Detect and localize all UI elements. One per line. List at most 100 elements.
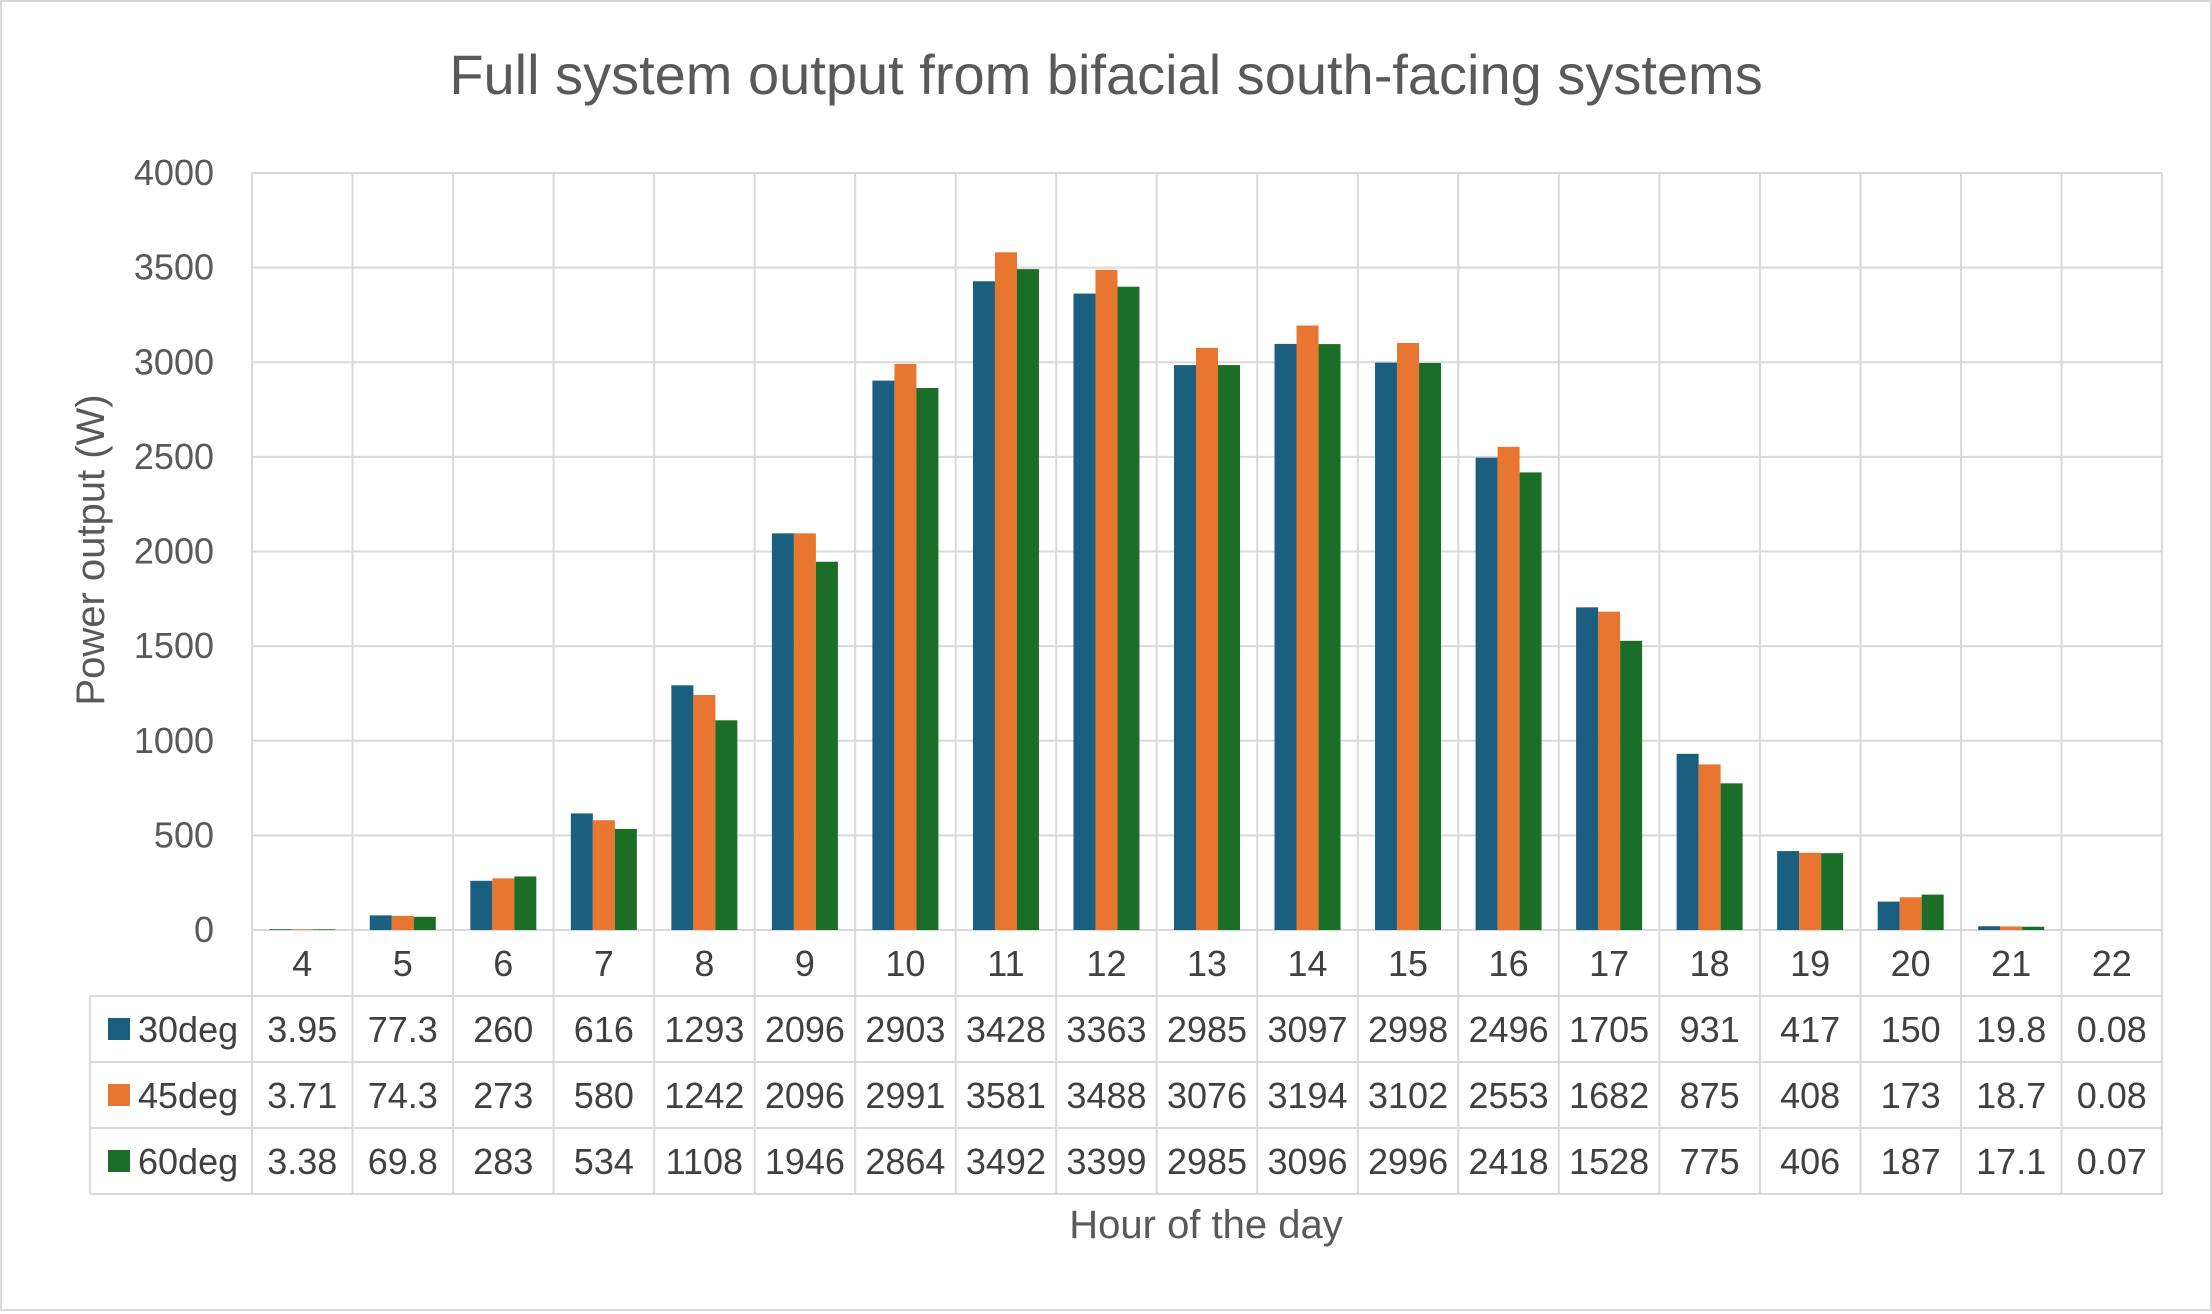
table-cell: 260 bbox=[473, 1009, 533, 1050]
y-tick-label: 1500 bbox=[134, 625, 214, 666]
x-tick-label: 18 bbox=[1690, 943, 1730, 984]
bar-30deg-4 bbox=[269, 929, 291, 930]
table-cell: 1528 bbox=[1569, 1141, 1649, 1182]
bar-45deg-7 bbox=[593, 820, 615, 930]
bar-30deg-5 bbox=[370, 915, 392, 930]
y-tick-label: 3500 bbox=[134, 247, 214, 288]
table-cell: 77.3 bbox=[368, 1009, 438, 1050]
table-cell: 283 bbox=[473, 1141, 533, 1182]
legend-key-60deg bbox=[108, 1150, 130, 1172]
table-cell: 3.38 bbox=[267, 1141, 337, 1182]
table-cell: 417 bbox=[1780, 1009, 1840, 1050]
table-cell: 1946 bbox=[765, 1141, 845, 1182]
x-tick-label: 22 bbox=[2092, 943, 2132, 984]
bar-45deg-15 bbox=[1397, 343, 1419, 930]
bar-30deg-8 bbox=[671, 685, 693, 930]
legend-label-60deg: 60deg bbox=[138, 1141, 238, 1182]
bar-60deg-9 bbox=[816, 562, 838, 930]
bar-45deg-16 bbox=[1498, 447, 1520, 930]
bar-30deg-6 bbox=[470, 881, 492, 930]
bar-30deg-15 bbox=[1375, 363, 1397, 930]
table-cell: 1108 bbox=[666, 1141, 743, 1182]
table-cell: 0.08 bbox=[2077, 1009, 2147, 1050]
bar-60deg-20 bbox=[1922, 895, 1944, 930]
bar-60deg-5 bbox=[414, 917, 436, 930]
legend-label-45deg: 45deg bbox=[138, 1075, 238, 1116]
table-cell: 3399 bbox=[1066, 1141, 1146, 1182]
bar-45deg-11 bbox=[995, 252, 1017, 930]
table-cell: 2096 bbox=[765, 1075, 845, 1116]
table-cell: 3428 bbox=[966, 1009, 1046, 1050]
bar-45deg-19 bbox=[1799, 853, 1821, 930]
y-tick-label: 2000 bbox=[134, 531, 214, 572]
table-cell: 3097 bbox=[1267, 1009, 1347, 1050]
x-tick-label: 12 bbox=[1086, 943, 1126, 984]
y-tick-label: 3000 bbox=[134, 341, 214, 382]
table-cell: 2496 bbox=[1469, 1009, 1549, 1050]
table-cell: 875 bbox=[1680, 1075, 1740, 1116]
bar-45deg-10 bbox=[894, 364, 916, 930]
bar-45deg-12 bbox=[1095, 270, 1117, 930]
table-cell: 273 bbox=[473, 1075, 533, 1116]
table-cell: 173 bbox=[1881, 1075, 1941, 1116]
x-tick-label: 16 bbox=[1489, 943, 1529, 984]
x-tick-label: 14 bbox=[1288, 943, 1328, 984]
bar-30deg-11 bbox=[973, 281, 995, 930]
bar-30deg-13 bbox=[1174, 365, 1196, 930]
bar-60deg-16 bbox=[1520, 472, 1542, 930]
table-cell: 2985 bbox=[1167, 1141, 1247, 1182]
bar-60deg-19 bbox=[1821, 853, 1843, 930]
table-cell: 69.8 bbox=[368, 1141, 438, 1182]
x-tick-label: 7 bbox=[594, 943, 614, 984]
table-cell: 534 bbox=[574, 1141, 634, 1182]
table-cell: 150 bbox=[1881, 1009, 1941, 1050]
bar-30deg-21 bbox=[1978, 926, 2000, 930]
bar-60deg-14 bbox=[1319, 344, 1341, 930]
table-cell: 3.95 bbox=[267, 1009, 337, 1050]
table-cell: 580 bbox=[574, 1075, 634, 1116]
y-tick-label: 0 bbox=[194, 909, 214, 950]
bar-45deg-6 bbox=[492, 878, 514, 930]
y-axis-title: Power output (W) bbox=[69, 394, 113, 705]
bar-60deg-4 bbox=[313, 929, 335, 930]
x-tick-label: 4 bbox=[292, 943, 312, 984]
bar-30deg-9 bbox=[772, 533, 794, 930]
table-cell: 3.71 bbox=[267, 1075, 337, 1116]
bar-60deg-10 bbox=[916, 388, 938, 930]
x-tick-label: 6 bbox=[493, 943, 513, 984]
x-tick-label: 10 bbox=[885, 943, 925, 984]
table-cell: 2418 bbox=[1469, 1141, 1549, 1182]
bar-45deg-5 bbox=[392, 916, 414, 930]
bar-45deg-14 bbox=[1297, 326, 1319, 930]
table-cell: 18.7 bbox=[1976, 1075, 2046, 1116]
bar-30deg-19 bbox=[1777, 851, 1799, 930]
table-cell: 19.8 bbox=[1976, 1009, 2046, 1050]
bar-60deg-13 bbox=[1218, 365, 1240, 930]
table-cell: 3492 bbox=[966, 1141, 1046, 1182]
x-tick-label: 20 bbox=[1891, 943, 1931, 984]
table-cell: 2096 bbox=[765, 1009, 845, 1050]
bar-60deg-7 bbox=[615, 829, 637, 930]
bar-45deg-13 bbox=[1196, 348, 1218, 930]
table-cell: 406 bbox=[1780, 1141, 1840, 1182]
bar-30deg-20 bbox=[1878, 902, 1900, 930]
bar-45deg-21 bbox=[2000, 926, 2022, 930]
bar-45deg-8 bbox=[693, 695, 715, 930]
table-cell: 3194 bbox=[1267, 1075, 1347, 1116]
table-cell: 2903 bbox=[865, 1009, 945, 1050]
bar-30deg-18 bbox=[1677, 754, 1699, 930]
table-cell: 3488 bbox=[1066, 1075, 1146, 1116]
table-cell: 1242 bbox=[664, 1075, 744, 1116]
bar-60deg-8 bbox=[715, 720, 737, 930]
table-cell: 2985 bbox=[1167, 1009, 1247, 1050]
table-cell: 616 bbox=[574, 1009, 634, 1050]
legend-key-30deg bbox=[108, 1018, 130, 1040]
x-tick-label: 15 bbox=[1388, 943, 1428, 984]
table-cell: 3363 bbox=[1066, 1009, 1146, 1050]
x-tick-label: 8 bbox=[694, 943, 714, 984]
y-tick-label: 500 bbox=[154, 814, 214, 855]
table-cell: 2996 bbox=[1368, 1141, 1448, 1182]
